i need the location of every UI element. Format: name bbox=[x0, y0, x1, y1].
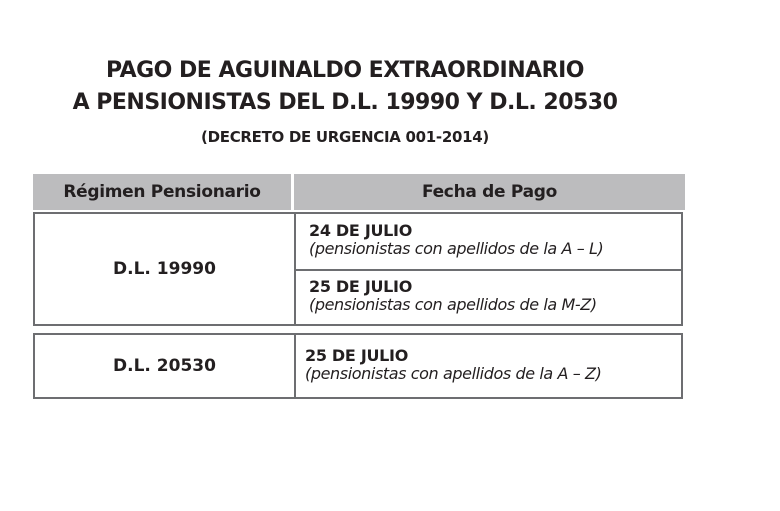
subtitle-decree: (DECRETO DE URGENCIA 001-2014) bbox=[201, 128, 489, 146]
fecha: 25 DE JULIO bbox=[309, 277, 413, 296]
detalle: (pensionistas con apellidos de la A – Z) bbox=[305, 364, 602, 383]
detalle: (pensionistas con apellidos de la A – L) bbox=[309, 239, 604, 258]
header-fecha: Fecha de Pago bbox=[294, 174, 685, 210]
pago-cell: 24 DE JULIO (pensionistas con apellidos … bbox=[309, 221, 604, 258]
regimen-cell: D.L. 19990 bbox=[35, 214, 296, 324]
regimen-cell: D.L. 20530 bbox=[35, 335, 296, 397]
fecha: 25 DE JULIO bbox=[305, 346, 409, 365]
table-row-dl19990: D.L. 19990 24 DE JULIO (pensionistas con… bbox=[33, 212, 683, 326]
pago-cell: 25 DE JULIO (pensionistas con apellidos … bbox=[309, 277, 597, 314]
detalle: (pensionistas con apellidos de la M-Z) bbox=[309, 295, 597, 314]
table-row-dl20530: D.L. 20530 25 DE JULIO (pensionistas con… bbox=[33, 333, 683, 399]
title-line-1: PAGO DE AGUINALDO EXTRAORDINARIO bbox=[105, 58, 585, 83]
title-line-2: A PENSIONISTAS DEL D.L. 19990 Y D.L. 205… bbox=[72, 90, 618, 115]
pago-cell: 25 DE JULIO (pensionistas con apellidos … bbox=[305, 346, 602, 383]
fecha: 24 DE JULIO bbox=[309, 221, 413, 240]
header-regimen: Régimen Pensionario bbox=[33, 174, 291, 210]
row-divider bbox=[294, 269, 681, 271]
